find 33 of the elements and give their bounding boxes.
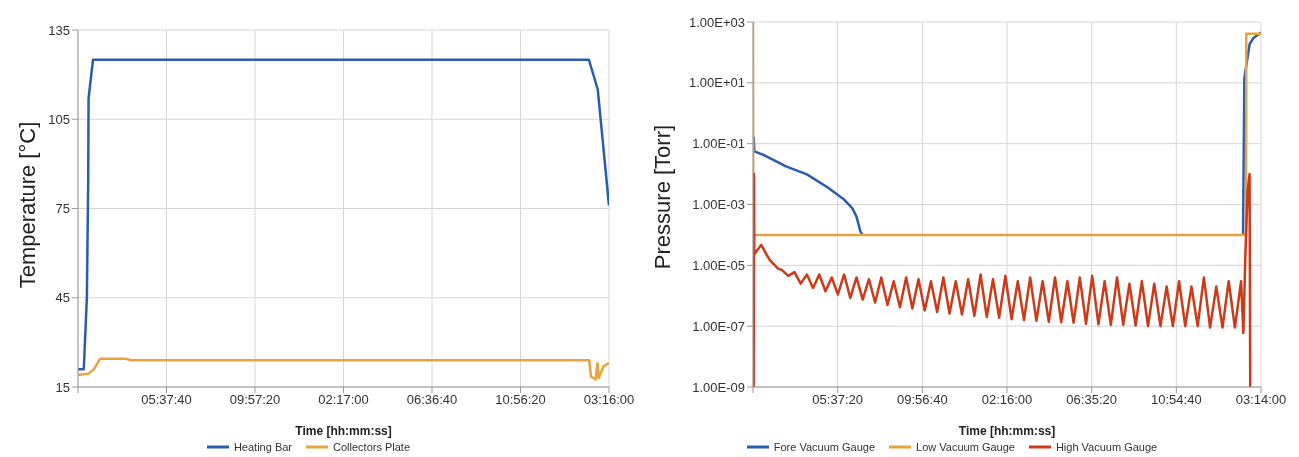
y-tick-label: 1.00E-09 bbox=[692, 379, 745, 395]
x-tick-label: 09:57:20 bbox=[229, 392, 281, 408]
legend-label: High Vacuum Gauge bbox=[1055, 441, 1158, 453]
y-tick-label: 1.00E+03 bbox=[688, 14, 745, 30]
x-tick-label: 10:54:40 bbox=[1151, 392, 1202, 408]
y-tick-label: 1.00E-07 bbox=[692, 318, 745, 334]
legend-label: Fore Vacuum Gauge bbox=[773, 441, 876, 453]
y-axis-title: Temperature [°C] bbox=[15, 121, 40, 289]
x-axis-title: Time [hh:mm:ss] bbox=[295, 424, 392, 438]
y-tick-label: 1.00E+01 bbox=[688, 75, 745, 91]
y-tick-label: 135 bbox=[48, 22, 70, 38]
legend-label: Low Vacuum Gauge bbox=[916, 441, 1015, 453]
x-tick-label: 09:56:40 bbox=[897, 392, 948, 408]
y-tick-label: 1.00E-03 bbox=[692, 197, 745, 213]
y-tick-label: 75 bbox=[55, 201, 70, 217]
y-tick-label: 15 bbox=[55, 379, 70, 395]
y-axis-title: Pressure [Torr] bbox=[650, 124, 675, 270]
y-tick-label: 1.00E-01 bbox=[692, 136, 745, 152]
x-tick-label: 02:16:00 bbox=[981, 392, 1033, 408]
x-tick-label: 10:56:20 bbox=[495, 392, 546, 408]
y-tick-label: 1.00E-05 bbox=[692, 257, 745, 273]
x-tick-label: 03:14:00 bbox=[1235, 392, 1287, 408]
legend-label: Heating Bar bbox=[233, 441, 293, 453]
y-tick-label: 105 bbox=[48, 111, 70, 127]
x-tick-label: 03:16:00 bbox=[583, 392, 635, 408]
x-tick-label: 06:35:20 bbox=[1066, 392, 1117, 408]
x-tick-label: 02:17:00 bbox=[318, 392, 369, 408]
x-axis-title: Time [hh:mm:ss] bbox=[958, 424, 1056, 438]
legend-label: Collectors Plate bbox=[333, 441, 411, 453]
y-tick-label: 45 bbox=[55, 290, 70, 306]
x-tick-label: 05:37:40 bbox=[141, 392, 192, 408]
x-tick-label: 05:37:20 bbox=[812, 392, 863, 408]
x-tick-label: 06:36:40 bbox=[406, 392, 458, 408]
